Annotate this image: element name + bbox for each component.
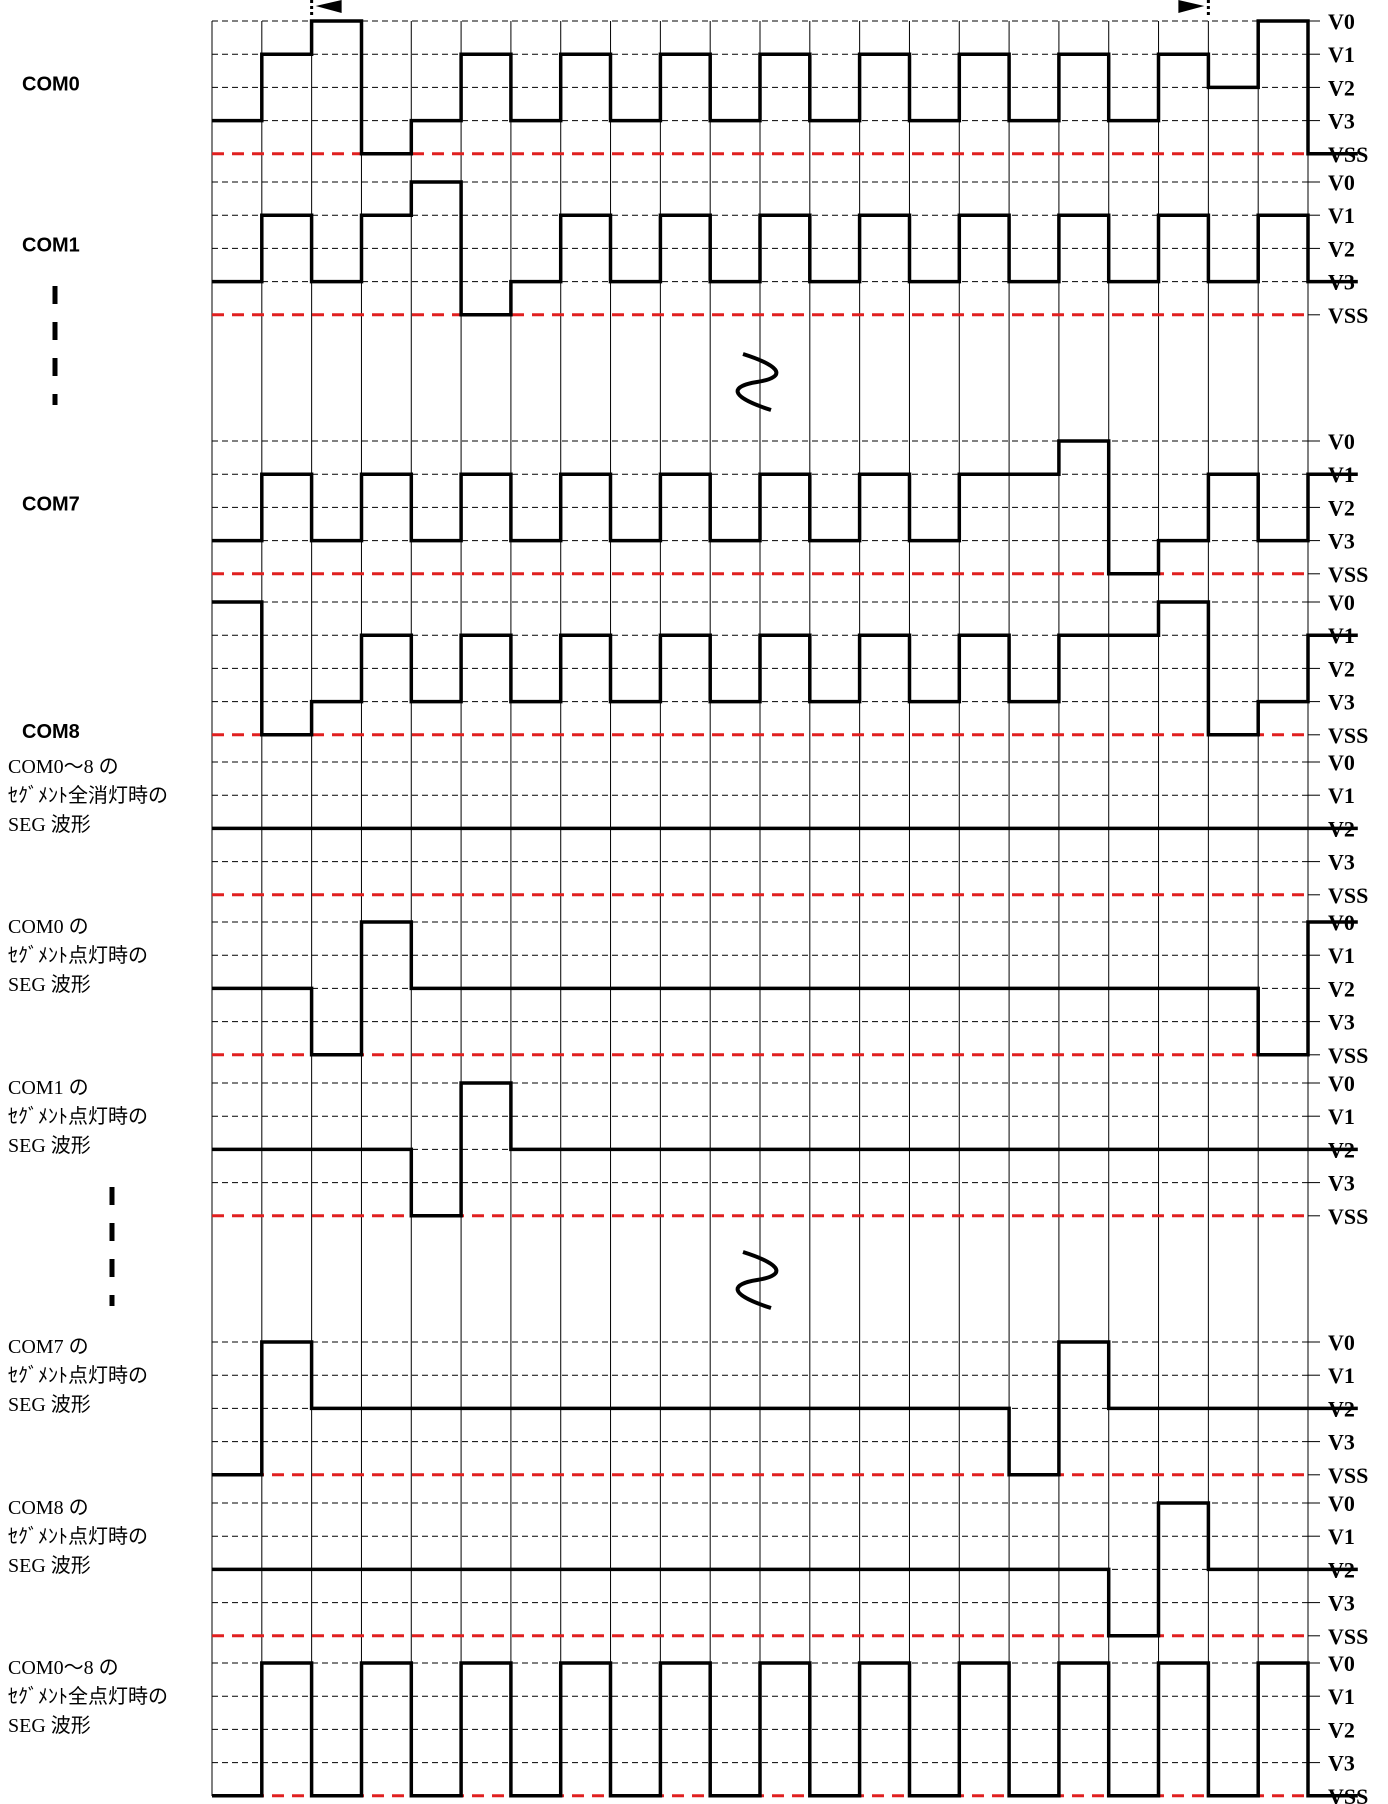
com-label: COM7 [22, 494, 80, 516]
com-label: COM1 [22, 235, 80, 257]
waveform-trace [212, 1081, 1358, 1218]
level-label: V2 [1328, 495, 1355, 520]
waveform-trace [212, 439, 1358, 576]
waveform-trace [212, 920, 1358, 1057]
level-label: V3 [1328, 690, 1355, 715]
level-label: V2 [1328, 1717, 1355, 1742]
seg-label-line: SEG 波形 [8, 1134, 91, 1157]
level-label: V0 [1328, 429, 1355, 454]
break-symbol [735, 1250, 779, 1310]
level-label: V1 [1328, 42, 1355, 67]
seg-label-line: COM8 の [8, 1497, 89, 1519]
level-label: VSS [1328, 723, 1368, 748]
level-label: VSS [1328, 883, 1368, 908]
level-label: V2 [1328, 75, 1355, 100]
seg-label-line: COM0 の [8, 916, 89, 938]
level-label: VSS [1328, 1204, 1368, 1229]
waveform-trace [212, 1340, 1358, 1477]
level-label: V3 [1328, 1430, 1355, 1455]
com-label: COM0 [22, 74, 80, 96]
level-label: V3 [1328, 1010, 1355, 1035]
seg-label-line: SEG 波形 [8, 813, 91, 836]
level-label: V0 [1328, 590, 1355, 615]
seg-label-line: ｾｸﾞﾒﾝﾄ点灯時の [8, 1364, 148, 1387]
level-label: VSS [1328, 1463, 1368, 1488]
seg-label-line: ｾｸﾞﾒﾝﾄ全消灯時の [8, 784, 168, 807]
seg-label-line: COM7 の [8, 1336, 89, 1358]
seg-label-line: COM0～8 の [8, 756, 119, 778]
break-symbol [735, 352, 779, 412]
seg-label-line: SEG 波形 [8, 1714, 91, 1737]
level-label: V3 [1328, 529, 1355, 554]
level-label: V0 [1328, 1071, 1355, 1096]
waveform-trace [212, 600, 1358, 737]
level-label: V2 [1328, 656, 1355, 681]
frame-arrow-right-icon [1178, 0, 1205, 13]
level-label: V0 [1328, 170, 1355, 195]
seg-label-line: COM1 の [8, 1077, 89, 1099]
gap-markers [52, 0, 1210, 1310]
seg-label-line: ｾｸﾞﾒﾝﾄ全点灯時の [8, 1685, 168, 1708]
seg-label-line: COM0～8 の [8, 1657, 119, 1679]
panel-seg-all-on: V0 V1 V2 V3 VSS COM0～8 の ｾｸﾞﾒﾝﾄ全点灯時の SEG 波形 [8, 1651, 1368, 1804]
level-label: V0 [1328, 9, 1355, 34]
waveform-trace [212, 1661, 1358, 1798]
seg-label-line: SEG 波形 [8, 973, 91, 996]
level-label: VSS [1328, 562, 1368, 587]
seg-label-line: ｾｸﾞﾒﾝﾄ点灯時の [8, 1525, 148, 1548]
waveform-panels: V0 V1 V2 V3 VSS COM0 V0 V1 V2 V3 VSS COM1 V0 V1 V2 V3 VS… [8, 9, 1368, 1804]
com-label: COM8 [22, 721, 80, 743]
level-label: V1 [1328, 783, 1355, 808]
seg-label-line: SEG 波形 [8, 1554, 91, 1577]
level-label: V1 [1328, 1524, 1355, 1549]
level-label: VSS [1328, 1624, 1368, 1649]
level-label: V1 [1328, 1684, 1355, 1709]
level-label: VSS [1328, 303, 1368, 328]
waveform-trace [212, 1501, 1358, 1638]
waveform-trace [212, 180, 1358, 317]
level-label: VSS [1328, 1784, 1368, 1804]
level-label: V1 [1328, 1363, 1355, 1388]
level-label: V3 [1328, 109, 1355, 134]
seg-label-line: SEG 波形 [8, 1393, 91, 1416]
waveform-trace [212, 19, 1358, 156]
seg-label-line: ｾｸﾞﾒﾝﾄ点灯時の [8, 1105, 148, 1128]
level-label: V0 [1328, 1651, 1355, 1676]
level-label: V1 [1328, 1104, 1355, 1129]
level-label: V0 [1328, 1491, 1355, 1516]
level-label: V0 [1328, 750, 1355, 775]
frame-arrow-left-icon [315, 0, 342, 13]
seg-label-line: ｾｸﾞﾒﾝﾄ点灯時の [8, 944, 148, 967]
level-label: V1 [1328, 203, 1355, 228]
level-label: V2 [1328, 236, 1355, 261]
level-label: V3 [1328, 1171, 1355, 1196]
level-label: V1 [1328, 943, 1355, 968]
level-label: V3 [1328, 1751, 1355, 1776]
level-label: VSS [1328, 1043, 1368, 1068]
level-label: V3 [1328, 850, 1355, 875]
time-grid [211, 21, 1309, 1796]
level-label: V2 [1328, 976, 1355, 1001]
level-label: V0 [1328, 1330, 1355, 1355]
level-label: V3 [1328, 1591, 1355, 1616]
